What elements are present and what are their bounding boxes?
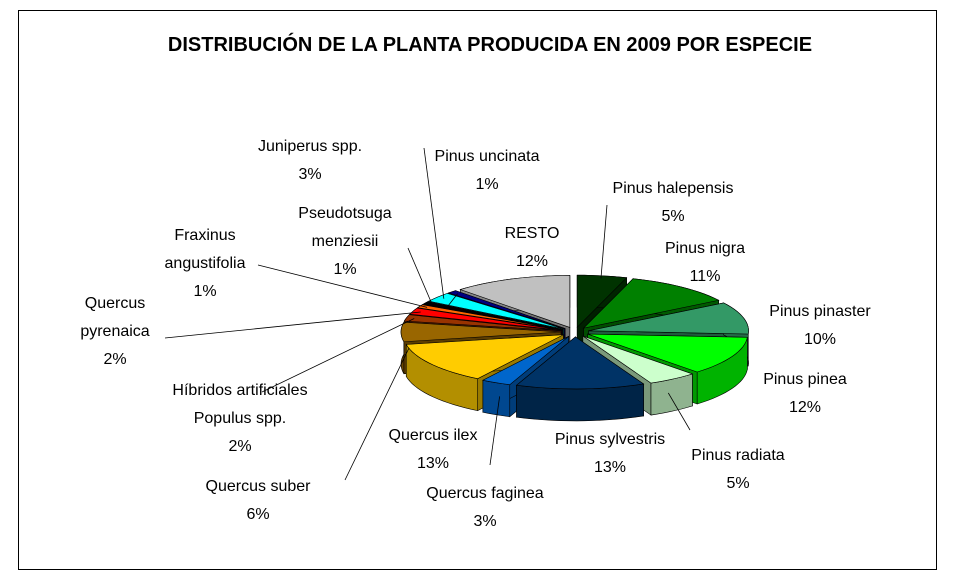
category-label: Pinus pinea [763, 371, 847, 388]
slice-label: Pinus sylvestris 13% [520, 426, 700, 482]
slice [427, 293, 565, 330]
leader-line [447, 293, 458, 307]
slice-label: Pinus pinaster 10% [740, 298, 900, 354]
slice [409, 307, 563, 331]
slice-label: Pinus nigra 11% [645, 235, 765, 291]
slice [459, 275, 571, 328]
category-label: RESTO [504, 225, 560, 242]
slice-wall [482, 379, 511, 418]
category-label: Quercus pyrenaica [80, 295, 150, 340]
category-label: Quercus suber [205, 478, 311, 495]
category-label: Híbridos artificiales Populus spp. [172, 382, 308, 427]
slice [403, 314, 562, 332]
value-label: 1% [193, 283, 217, 300]
value-label: 2% [103, 351, 127, 368]
value-label: 3% [298, 166, 322, 183]
slice-label: Juniperus spp. 3% [225, 133, 395, 189]
category-label: Pinus halepensis [612, 180, 734, 197]
slice [482, 336, 569, 386]
slice [405, 334, 564, 379]
value-label: 12% [788, 399, 822, 416]
category-label: Pinus pinaster [769, 303, 871, 320]
slice [582, 278, 720, 329]
pie-chart [164, 147, 749, 481]
leader-line [667, 392, 691, 431]
value-label: 10% [803, 331, 837, 348]
slice-label: Pinus uncinata 1% [417, 143, 557, 199]
slice [588, 302, 749, 335]
leader-line [344, 347, 410, 481]
leader-line [423, 147, 445, 299]
slice-label: Quercus pyrenaica 2% [65, 290, 165, 374]
category-label: Juniperus spp. [257, 138, 363, 155]
value-label: 13% [416, 455, 450, 472]
slice-label: Pinus radiata 5% [663, 442, 813, 498]
leader-line [261, 318, 415, 393]
category-label: Pinus sylvestris [554, 431, 666, 448]
value-label: 5% [726, 475, 750, 492]
value-label: 12% [515, 253, 549, 270]
slice [587, 333, 748, 373]
value-label: 1% [333, 261, 357, 278]
leader-line [600, 204, 608, 279]
slice-label: RESTO 12% [482, 220, 582, 276]
category-label: Quercus faginea [426, 485, 544, 502]
slice-wall [516, 383, 644, 422]
slice-label: Quercus suber 6% [168, 473, 348, 529]
chart-title: DISTRIBUCIÓN DE LA PLANTA PRODUCIDA EN 2… [167, 34, 813, 56]
slice [576, 274, 628, 328]
slice [447, 290, 566, 329]
slice-label: Híbridos artificiales Populus spp. 2% [145, 377, 335, 461]
slice-label: Fraxinus angustifolia 1% [150, 222, 260, 306]
page: {"chart_data": {"type": "pie3d", "title"… [18, 10, 937, 570]
category-label: Pinus uncinata [434, 148, 540, 165]
value-label: 6% [246, 506, 270, 523]
category-label: Quercus ilex [388, 427, 478, 444]
slice [515, 336, 645, 390]
value-label: 13% [593, 459, 627, 476]
slice-label: Pinus pinea 12% [730, 366, 880, 422]
slice-label: Pseudotsuga menziesii 1% [285, 200, 405, 284]
value-label: 3% [473, 513, 497, 530]
slice-label: Quercus faginea 3% [395, 480, 575, 536]
leader-line [489, 396, 501, 466]
leader-line [164, 311, 421, 339]
category-label: Pinus radiata [691, 447, 785, 464]
slice [416, 304, 563, 331]
leader-line [407, 247, 433, 305]
category-label: Pseudotsuga menziesii [298, 205, 392, 250]
slice-label: Pinus halepensis 5% [573, 175, 773, 231]
value-label: 5% [661, 208, 685, 225]
slice-label: Quercus ilex 13% [373, 422, 493, 478]
value-label: 2% [228, 438, 252, 455]
leader-line [257, 264, 428, 308]
category-label: Pinus nigra [664, 240, 746, 257]
slice [582, 335, 694, 384]
value-label: 1% [475, 176, 499, 193]
category-label: Fraxinus angustifolia [164, 227, 246, 272]
value-label: 11% [689, 268, 721, 285]
slice [421, 301, 564, 330]
